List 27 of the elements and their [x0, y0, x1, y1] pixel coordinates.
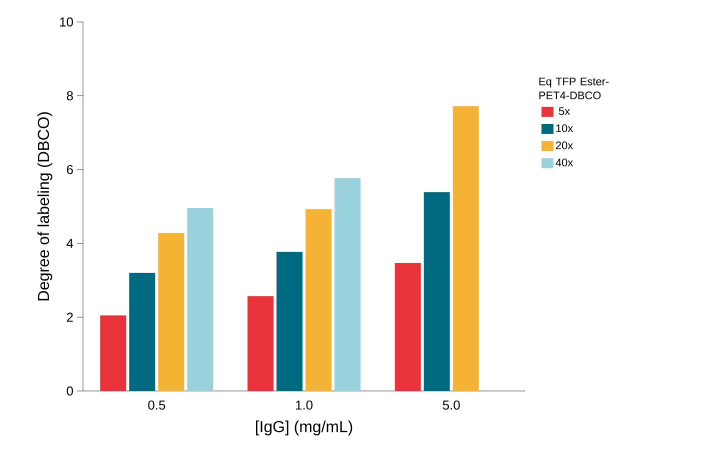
bar — [334, 178, 361, 391]
bar — [187, 208, 214, 391]
x-tick-label: 0.5 — [148, 400, 166, 410]
bar — [424, 192, 450, 391]
y-axis-title: Degree of labeling (DBCO) — [37, 112, 52, 300]
x-axis-title: [IgG] (mg/mL) — [256, 420, 352, 436]
bar — [394, 262, 421, 391]
legend-label: 5x — [558, 107, 570, 115]
y-tick-label: 8 — [66, 91, 73, 100]
bar — [306, 209, 332, 391]
legend-label: 10x — [556, 124, 573, 132]
y-tick-label: 6 — [66, 164, 73, 174]
bar — [129, 272, 156, 391]
bar — [276, 252, 303, 391]
legend-label: 20x — [556, 142, 573, 150]
x-tick-label: 1.0 — [296, 400, 313, 410]
x-tick-label: 5.0 — [442, 400, 460, 410]
bar — [158, 233, 184, 391]
y-tick-label: 0 — [66, 386, 73, 396]
legend-title: Eq TFP Ester-PET4-DBCO — [539, 78, 609, 100]
bar — [452, 106, 479, 391]
bar — [248, 296, 274, 391]
y-tick-label: 10 — [60, 17, 73, 27]
legend-label: 40x — [556, 158, 573, 166]
y-tick-label: 4 — [66, 238, 74, 248]
bar — [100, 315, 126, 391]
y-tick-label: 2 — [66, 312, 73, 322]
